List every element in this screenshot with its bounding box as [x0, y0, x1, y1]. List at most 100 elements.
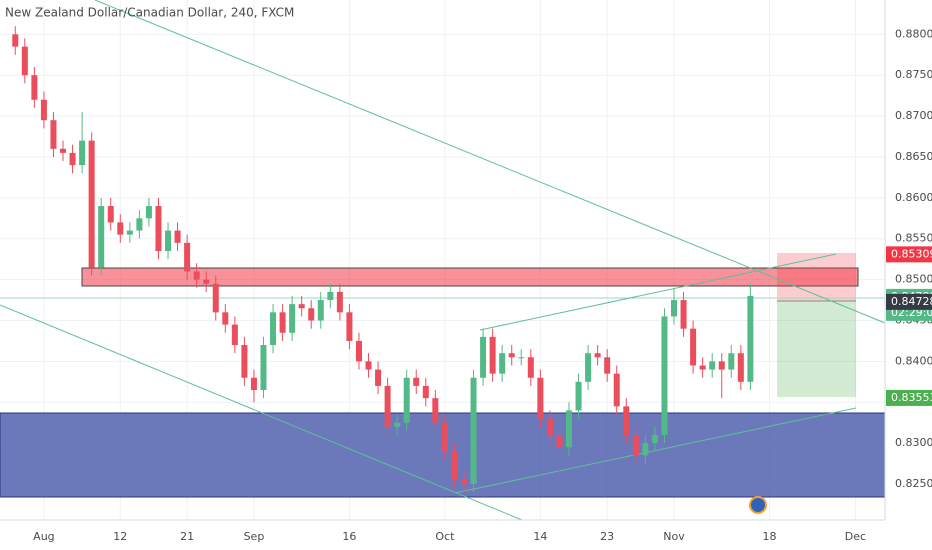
candle-body [699, 365, 706, 370]
candle-body [12, 34, 19, 47]
stop-zone [777, 253, 856, 301]
x-tick-label: Sep [244, 530, 265, 543]
candle-body [50, 120, 57, 149]
candle-body [222, 312, 229, 325]
candle-body [165, 230, 172, 252]
candle-body [231, 324, 238, 346]
candle-body [69, 152, 76, 166]
y-tick-label: 0.82500 [895, 477, 932, 490]
x-tick-label: 23 [600, 530, 614, 543]
trend-line [0, 304, 523, 521]
candle-body [403, 377, 410, 423]
candle-body [79, 140, 86, 166]
candle-body [432, 398, 439, 423]
x-tick-label: Aug [33, 530, 54, 543]
candle-body [260, 345, 267, 390]
candle-body [155, 206, 162, 252]
trend-line [479, 253, 837, 331]
candle-body [556, 434, 563, 448]
candle-body [126, 230, 133, 235]
candle-body [145, 206, 152, 219]
candle-body [690, 328, 697, 366]
candle-body [470, 377, 477, 485]
x-tick-label: Dec [845, 530, 866, 543]
target-zone [777, 301, 856, 397]
candle-body [728, 353, 735, 370]
candle-body [546, 418, 553, 435]
event-icon[interactable] [749, 496, 767, 514]
candle-body [31, 75, 38, 100]
candle-body [375, 369, 382, 386]
x-tick-label: 18 [762, 530, 776, 543]
candle-body [527, 357, 534, 378]
candle-body [394, 422, 401, 427]
candle-body [308, 308, 315, 321]
candle-body [575, 381, 582, 411]
candle-body [365, 361, 372, 370]
candle-body [737, 353, 744, 382]
trend-line [454, 407, 857, 494]
candle-body [21, 46, 28, 76]
candle-body [279, 312, 286, 333]
x-tick-label: 12 [113, 530, 127, 543]
candle-body [98, 206, 105, 268]
candle-body [680, 300, 687, 329]
price-label: 0.83553 [891, 391, 932, 404]
candle-body [499, 353, 506, 374]
candle-body [489, 336, 496, 374]
price-label-box [886, 293, 932, 310]
candle-body [241, 345, 248, 378]
price-label-box [886, 389, 932, 406]
candle-body [460, 479, 467, 485]
candle-body [384, 385, 391, 427]
candle-body [203, 279, 210, 284]
candles [12, 26, 754, 493]
candle-body [747, 295, 754, 382]
candle-body [60, 148, 67, 153]
chart-title: New Zealand Dollar/Canadian Dollar, 240,… [5, 6, 294, 20]
candle-body [422, 385, 429, 399]
candle-body [508, 353, 515, 358]
candle-body [671, 300, 678, 317]
candle-body [317, 300, 324, 321]
candle-body [585, 353, 592, 382]
candle-body [107, 206, 114, 223]
x-tick-label: Oct [435, 530, 455, 543]
candle-body [632, 434, 639, 456]
candle-body [212, 283, 219, 313]
candle-body [117, 222, 124, 235]
price-label: 0.85309 [891, 247, 932, 260]
candle-body [709, 361, 716, 370]
candle-body [642, 443, 649, 456]
candle-body [451, 451, 458, 480]
candle-body [346, 312, 353, 341]
candle-body [441, 422, 448, 452]
candle-body [480, 336, 487, 378]
candle-body [355, 340, 362, 362]
candle-body [298, 304, 305, 309]
candle-body [594, 353, 601, 358]
candle-body [174, 230, 181, 243]
price-label: 0.84728 [891, 295, 932, 308]
candle-body [327, 291, 334, 301]
price-label-box [886, 246, 932, 263]
candle-body [661, 316, 668, 435]
x-tick-label: 16 [342, 530, 356, 543]
candle-body [193, 271, 200, 280]
candle-body [184, 242, 191, 272]
resistance-zone [81, 267, 859, 287]
candle-body [40, 99, 47, 121]
candle-body [651, 434, 658, 444]
candle-body [537, 377, 544, 419]
candle-body [718, 361, 725, 370]
candle-body [289, 304, 296, 333]
